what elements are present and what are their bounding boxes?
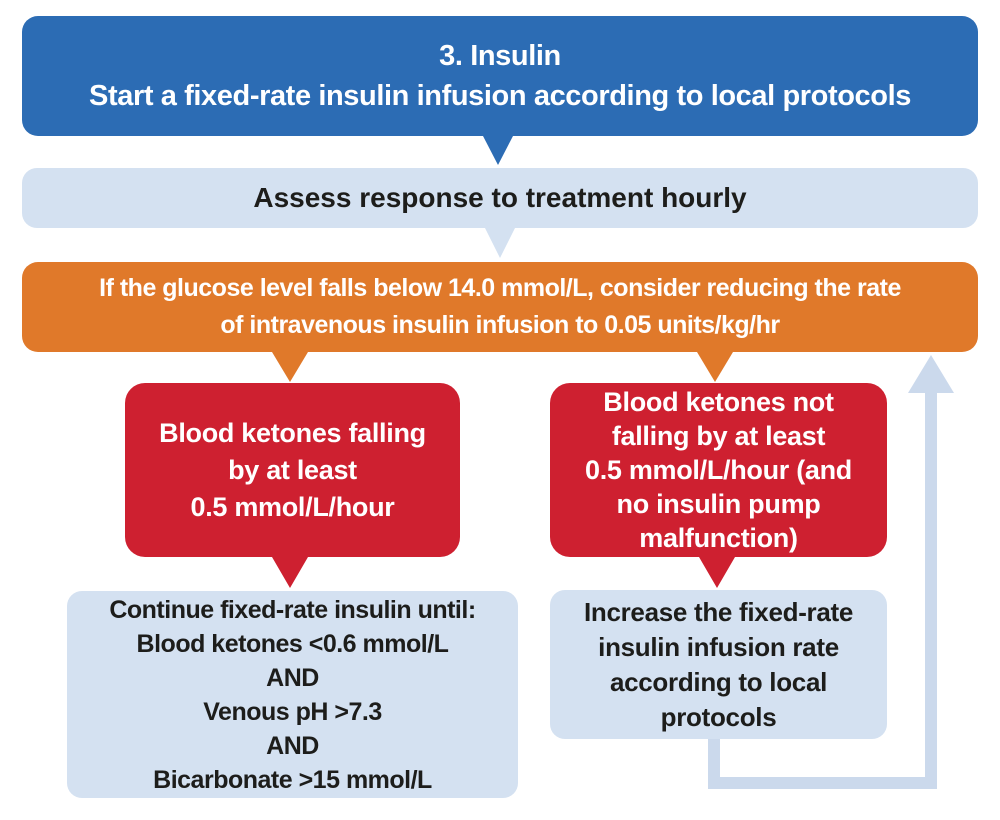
ketones-falling-line-1: Blood ketones falling [159, 417, 426, 448]
increase-insulin-line-2: insulin infusion rate [598, 631, 839, 662]
ketones-not-falling-line-2: falling by at least [611, 421, 826, 451]
header-box-insulin: 3. Insulin Start a fixed-rate insulin in… [22, 16, 978, 136]
glucose-condition-box: If the glucose level falls below 14.0 mm… [22, 262, 978, 352]
glucose-line-1: If the glucose level falls below 14.0 mm… [99, 274, 901, 302]
ketones-falling-line-3: 0.5 mmol/L/hour [190, 491, 395, 522]
ketones-not-falling-line-4: no insulin pump [616, 489, 821, 519]
arrow-down-icon [272, 557, 308, 588]
continue-insulin-line-5: AND [266, 731, 319, 760]
arrow-down-icon [697, 352, 733, 382]
continue-insulin-line-6: Bicarbonate >15 mmol/L [153, 765, 432, 794]
increase-insulin-line-1: Increase the fixed-rate [583, 596, 854, 627]
continue-insulin-line-4: Venous pH >7.3 [203, 697, 382, 726]
assess-line-1: Assess response to treatment hourly [253, 182, 747, 213]
ketones-not-falling-line-1: Blood ketones not [603, 387, 834, 417]
arrow-down-icon [485, 228, 515, 258]
arrow-down-icon [483, 136, 513, 165]
assess-response-box: Assess response to treatment hourly [22, 168, 978, 228]
ketones-not-falling-line-3: 0.5 mmol/L/hour (and [584, 455, 853, 485]
arrow-down-icon [699, 557, 735, 588]
ketones-falling-box: Blood ketones falling by at least 0.5 mm… [125, 383, 460, 557]
glucose-line-2: of intravenous insulin infusion to 0.05 … [220, 311, 780, 339]
ketones-falling-line-2: by at least [228, 454, 357, 485]
feedback-arrow-up-icon [908, 355, 954, 393]
continue-insulin-line-2: Blood ketones <0.6 mmol/L [136, 629, 449, 658]
continue-insulin-line-3: AND [266, 663, 319, 692]
increase-insulin-line-4: protocols [660, 701, 777, 732]
header-line-1: 3. Insulin [439, 40, 561, 72]
increase-insulin-line-3: according to local [609, 666, 828, 697]
feedback-connector-horizontal-segment [708, 777, 937, 789]
continue-insulin-box: Continue fixed-rate insulin until: Blood… [67, 591, 518, 798]
continue-insulin-line-1: Continue fixed-rate insulin until: [109, 595, 476, 624]
feedback-connector-down-segment [708, 739, 720, 789]
ketones-not-falling-box: Blood ketones not falling by at least 0.… [550, 383, 887, 557]
arrow-down-icon [272, 352, 308, 382]
header-line-2: Start a fixed-rate insulin infusion acco… [89, 80, 911, 112]
increase-insulin-box: Increase the fixed-rate insulin infusion… [550, 590, 887, 739]
feedback-connector-up-segment [925, 393, 937, 789]
ketones-not-falling-line-5: malfunction) [639, 523, 798, 553]
